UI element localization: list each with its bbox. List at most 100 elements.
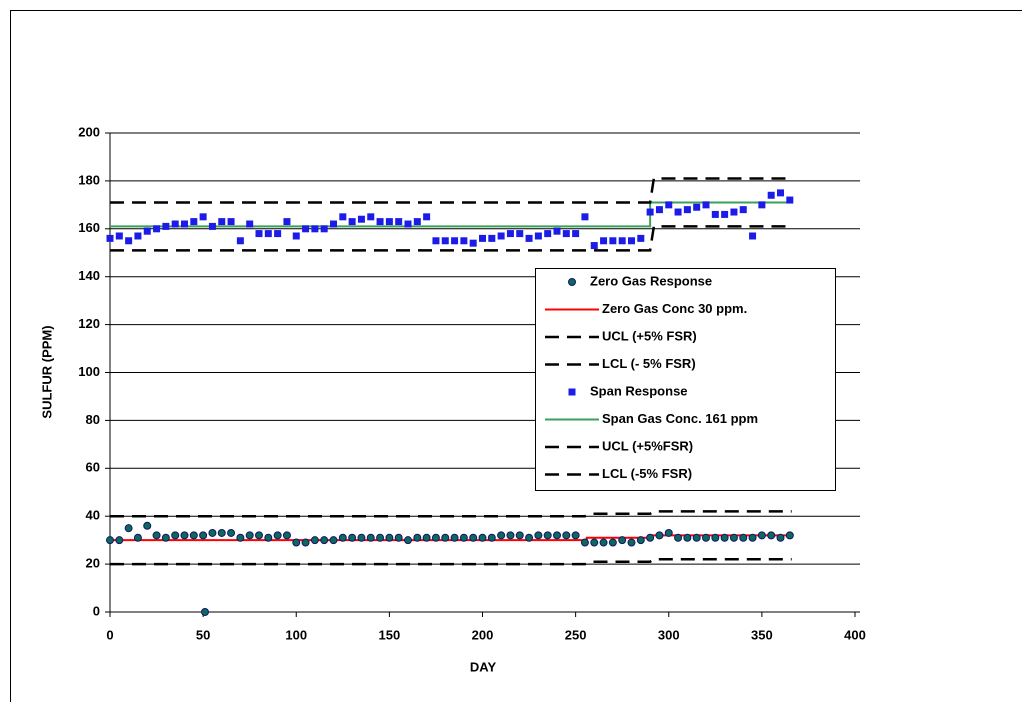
y-tick-label: 20 xyxy=(86,556,100,571)
data-point xyxy=(506,531,515,540)
data-point xyxy=(422,533,431,542)
data-point xyxy=(199,213,207,221)
data-point xyxy=(739,533,748,542)
legend-swatch xyxy=(568,278,576,286)
data-point xyxy=(544,230,552,238)
data-point xyxy=(506,230,514,238)
data-point xyxy=(543,531,552,540)
y-axis-label: SULFUR (PPM) xyxy=(39,325,54,418)
data-point xyxy=(515,531,524,540)
data-point xyxy=(413,533,422,542)
data-point xyxy=(162,222,170,230)
data-point xyxy=(600,237,608,245)
data-point xyxy=(590,538,599,547)
data-point xyxy=(655,206,663,214)
data-point xyxy=(618,536,627,545)
data-point xyxy=(152,531,161,540)
data-point xyxy=(366,533,375,542)
x-tick-label: 200 xyxy=(472,627,494,642)
data-point xyxy=(143,227,151,235)
data-point xyxy=(702,533,710,542)
y-tick-label: 0 xyxy=(93,603,100,618)
data-point xyxy=(413,218,421,226)
data-point xyxy=(376,218,384,226)
data-point xyxy=(338,533,347,542)
data-point xyxy=(767,191,775,199)
data-point xyxy=(218,218,226,226)
data-point xyxy=(236,237,244,245)
data-point xyxy=(562,230,570,238)
data-point xyxy=(171,220,179,228)
data-point xyxy=(571,531,580,540)
data-point xyxy=(273,531,282,540)
data-point xyxy=(683,533,692,542)
data-point xyxy=(189,531,198,540)
data-point xyxy=(264,533,273,542)
data-point xyxy=(665,201,673,209)
data-point xyxy=(133,533,142,542)
data-point xyxy=(339,213,347,221)
data-point xyxy=(208,222,216,230)
data-point xyxy=(459,533,468,542)
data-point xyxy=(608,538,617,547)
y-tick-label: 60 xyxy=(86,460,100,475)
x-tick-label: 100 xyxy=(285,627,307,642)
data-point xyxy=(692,533,701,542)
y-tick-label: 140 xyxy=(78,268,100,283)
chart-frame xyxy=(10,10,1022,702)
data-point xyxy=(497,232,505,240)
data-point xyxy=(143,521,152,530)
data-point xyxy=(199,531,208,540)
y-tick-label: 40 xyxy=(86,508,100,523)
series-line xyxy=(110,225,792,252)
data-point xyxy=(637,234,645,242)
data-point xyxy=(125,237,133,245)
series-line xyxy=(110,534,792,542)
data-point xyxy=(730,208,738,216)
data-point xyxy=(292,232,300,240)
data-point xyxy=(161,533,170,542)
data-point xyxy=(534,232,542,240)
data-point xyxy=(469,533,478,542)
legend-label: LCL (- 5% FSR) xyxy=(602,356,696,371)
series-line xyxy=(110,177,792,204)
y-tick-label: 100 xyxy=(78,364,100,379)
data-point xyxy=(394,533,403,542)
series-line xyxy=(110,201,792,228)
data-point xyxy=(320,536,329,545)
data-point xyxy=(674,208,682,216)
data-point xyxy=(431,533,440,542)
data-point xyxy=(609,237,617,245)
data-point xyxy=(655,531,664,540)
data-point xyxy=(441,237,449,245)
legend-label: Span Gas Conc. 161 ppm xyxy=(602,411,758,426)
data-point xyxy=(636,536,645,545)
data-point xyxy=(497,531,506,540)
data-point xyxy=(404,220,412,228)
data-point xyxy=(329,536,338,545)
data-point xyxy=(767,531,776,540)
data-point xyxy=(757,531,766,540)
data-point xyxy=(581,213,589,221)
data-point xyxy=(776,533,785,542)
data-point xyxy=(516,230,524,238)
data-point xyxy=(357,215,365,223)
data-point xyxy=(488,234,496,242)
data-point xyxy=(580,538,589,547)
data-point xyxy=(451,237,459,245)
data-point xyxy=(264,230,272,238)
data-point xyxy=(450,533,459,542)
data-point xyxy=(134,232,142,240)
series-line xyxy=(110,510,792,518)
data-point xyxy=(739,206,747,214)
data-point xyxy=(599,538,608,547)
data-point xyxy=(721,210,729,218)
data-point xyxy=(395,218,403,226)
data-point xyxy=(153,225,161,233)
data-point xyxy=(180,531,189,540)
data-point xyxy=(106,536,114,545)
data-point xyxy=(627,538,636,547)
legend-label: LCL (-5% FSR) xyxy=(602,466,692,481)
data-point xyxy=(562,531,571,540)
